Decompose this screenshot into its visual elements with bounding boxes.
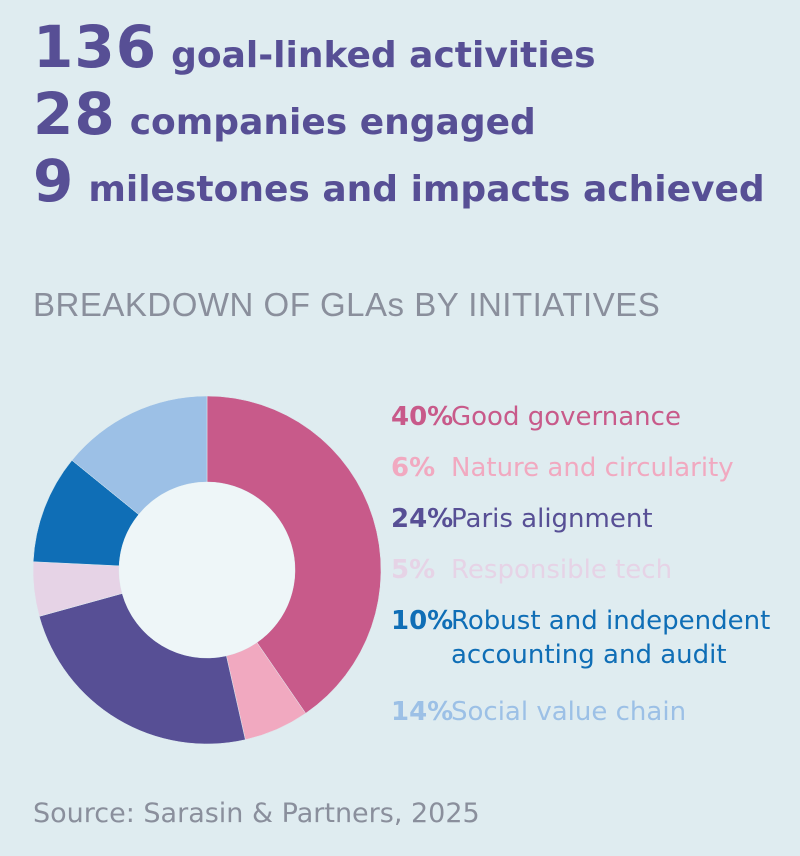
stat-number: 136 bbox=[33, 13, 158, 81]
legend-percent: 40% bbox=[391, 402, 454, 432]
legend-label: Responsible tech bbox=[451, 555, 673, 585]
stat-number: 9 bbox=[33, 147, 75, 215]
donut-hole bbox=[119, 482, 295, 658]
legend-percent: 24% bbox=[391, 504, 454, 534]
headline-stats: 136 goal-linked activities 28 companies … bbox=[33, 14, 780, 215]
source-note: Source: Sarasin & Partners, 2025 bbox=[33, 798, 480, 829]
legend-label: Paris alignment bbox=[451, 504, 653, 534]
legend-item: 40% Good governance bbox=[391, 400, 681, 434]
legend-item: 10% Robust and independent accounting and… bbox=[391, 604, 770, 672]
chart-title: BREAKDOWN OF GLAs BY INITIATIVES bbox=[33, 286, 661, 323]
stat-number: 28 bbox=[33, 80, 116, 148]
legend-percent: 14% bbox=[391, 697, 454, 727]
legend-item: 6% Nature and circularity bbox=[391, 451, 734, 485]
legend-label: Social value chain bbox=[451, 697, 687, 727]
stat-label: companies engaged bbox=[129, 102, 536, 143]
legend-percent: 6% bbox=[391, 453, 436, 483]
stat-milestones: 9 milestones and impacts achieved bbox=[33, 148, 780, 215]
legend-item: 5% Responsible tech bbox=[391, 553, 672, 587]
legend-label: Robust and independent accounting and au… bbox=[451, 606, 771, 670]
legend-percent: 10% bbox=[391, 606, 454, 636]
stat-activities: 136 goal-linked activities bbox=[33, 14, 780, 81]
stat-label: milestones and impacts achieved bbox=[88, 169, 765, 210]
legend-label: Good governance bbox=[451, 402, 681, 432]
legend-percent: 5% bbox=[391, 555, 436, 585]
legend-item: 24% Paris alignment bbox=[391, 502, 653, 536]
legend-item: 14% Social value chain bbox=[391, 695, 686, 729]
legend-label: Nature and circularity bbox=[451, 453, 734, 483]
stat-label: goal-linked activities bbox=[171, 35, 596, 76]
stat-companies: 28 companies engaged bbox=[33, 81, 780, 148]
